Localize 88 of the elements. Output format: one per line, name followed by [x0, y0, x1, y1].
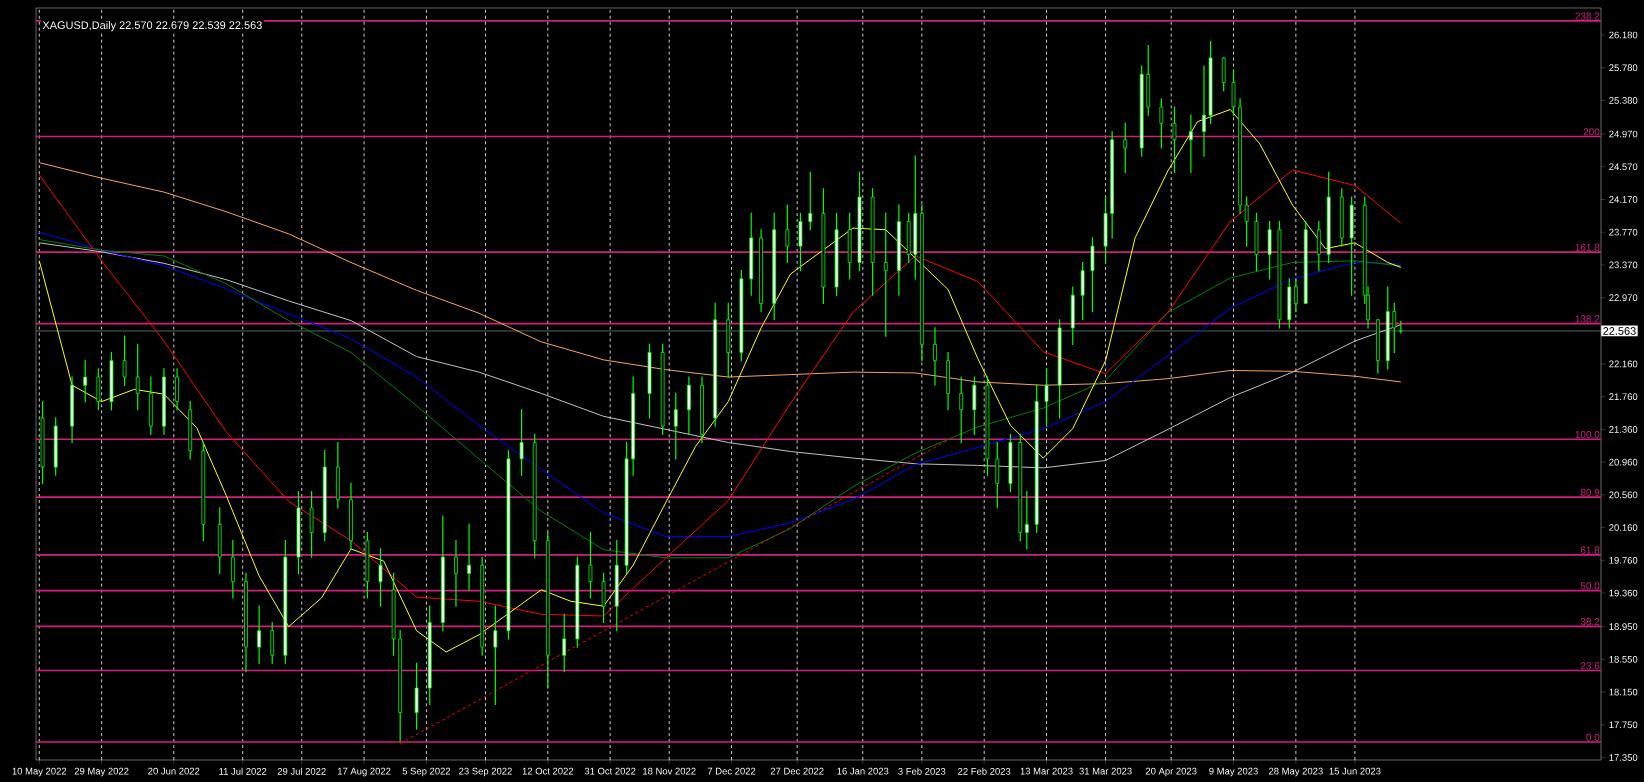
y-tick-label: 25.380 [1609, 97, 1638, 104]
candlestick [1392, 302, 1397, 354]
y-tick-label: 24.570 [1609, 163, 1638, 171]
x-tick-label: 11 Jul 2022 [219, 767, 267, 775]
candlestick [1189, 114, 1193, 174]
y-tick-label: 21.760 [1609, 393, 1638, 401]
candlestick [785, 204, 790, 264]
annotation: 161.8 [1575, 243, 1600, 251]
x-tick-label: 23 Sep 2022 [459, 767, 512, 777]
candlestick [673, 392, 678, 460]
x-tick-label: 7 Dec 2022 [707, 767, 756, 775]
y-tick-label: 23.370 [1609, 261, 1638, 269]
ref-line-label: 22.563 [1603, 327, 1636, 335]
candlestick [1123, 122, 1128, 174]
x-tick-label: 10 May 2022 [12, 767, 67, 777]
y-tick-label: 18.550 [1609, 656, 1638, 663]
y-tick-label: 19.360 [1609, 589, 1638, 597]
x-tick-label: 27 Dec 2022 [770, 767, 824, 775]
y-tick-label: 22.160 [1609, 360, 1638, 368]
candlestick [122, 335, 127, 386]
y-tick-label: 26.180 [1609, 31, 1638, 39]
y-tick-label: 17.750 [1609, 721, 1638, 729]
x-tick-label: 31 Oct 2022 [584, 767, 636, 775]
y-tick-label: 22.970 [1609, 294, 1638, 302]
x-tick-label: 20 Jun 2022 [148, 767, 200, 775]
annotation: 0.0 [1586, 733, 1600, 741]
candlestick [135, 343, 140, 411]
y-tick-label: 25.780 [1609, 64, 1638, 72]
y-tick-label: 18.950 [1609, 623, 1638, 630]
annotation: 61.8 [1580, 546, 1600, 554]
x-tick-label: 3 Feb 2023 [898, 767, 946, 775]
candlestick [519, 409, 524, 476]
x-tick-label: 9 May 2023 [1209, 767, 1258, 777]
candlestick [454, 540, 458, 607]
y-tick-label: 24.170 [1609, 196, 1638, 203]
candlestick [808, 171, 813, 231]
x-tick-label: 18 Nov 2022 [643, 767, 696, 775]
annotation: 100.0 [1575, 430, 1600, 439]
candlestick [1293, 278, 1298, 313]
annotation: 238.2 [1575, 12, 1600, 20]
x-tick-label: 5 Sep 2022 [402, 767, 451, 777]
candlestick [83, 360, 88, 403]
annotation: 138.2 [1575, 315, 1600, 323]
x-tick-label: 16 Jan 2023 [837, 767, 889, 775]
x-tick-label: 13 Mar 2023 [1020, 767, 1073, 775]
candlestick [1024, 491, 1029, 550]
candlestick [1172, 106, 1177, 174]
candlestick [378, 548, 383, 607]
x-tick-label: 29 May 2022 [74, 767, 129, 777]
x-tick-label: 17 Aug 2022 [337, 767, 391, 777]
y-tick-label: 18.150 [1609, 688, 1638, 696]
annotation: 200 [1583, 128, 1600, 136]
annotation: 23.6 [1580, 662, 1600, 670]
candlestick [1244, 196, 1249, 247]
x-tick-label: 12 Oct 2022 [522, 767, 574, 775]
x-tick-label: 15 Jun 2023 [1329, 767, 1381, 775]
candlestick [883, 212, 888, 337]
y-tick-label: 20.560 [1609, 491, 1638, 499]
annotation: 38.2 [1580, 618, 1600, 626]
candlestick [1159, 98, 1164, 149]
x-tick-label: 29 Jul 2022 [277, 767, 326, 775]
y-tick-label: 23.770 [1609, 228, 1638, 236]
line-series [38, 169, 1402, 617]
y-tick-label: 19.760 [1609, 556, 1638, 564]
candlestick [257, 605, 261, 665]
y-tick-label: 20.960 [1609, 458, 1638, 466]
candlestick [493, 605, 498, 705]
x-tick-label: 31 Mar 2023 [1079, 767, 1132, 775]
y-tick-label: 21.360 [1609, 426, 1638, 433]
annotation: 80.9 [1580, 488, 1600, 496]
annotation: 50.0 [1580, 582, 1600, 590]
text: XAGUSD,Daily 22.570 22.679 22.539 22.563 [42, 20, 262, 32]
candlestick [1202, 65, 1206, 157]
y-tick-label: 24.970 [1609, 130, 1638, 138]
line-series [38, 108, 1402, 653]
y-tick-label: 20.160 [1609, 524, 1638, 531]
candlestick [959, 376, 964, 444]
candlestick [933, 327, 937, 386]
line-series [38, 242, 1402, 469]
candlestick [1398, 320, 1403, 334]
candlestick [1044, 368, 1049, 427]
x-tick-label: 20 Apr 2023 [1145, 767, 1197, 777]
x-tick-label: 22 Feb 2023 [958, 767, 1011, 775]
x-tick-label: 28 May 2023 [1268, 767, 1323, 777]
candlestick [467, 523, 471, 591]
candlestick [588, 531, 593, 599]
y-tick-label: 17.350 [1609, 754, 1638, 761]
candlestick [562, 613, 567, 673]
